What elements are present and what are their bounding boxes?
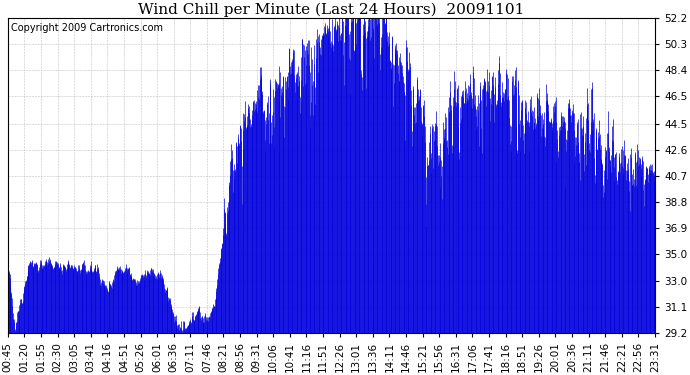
Text: Copyright 2009 Cartronics.com: Copyright 2009 Cartronics.com [11,23,163,33]
Title: Wind Chill per Minute (Last 24 Hours)  20091101: Wind Chill per Minute (Last 24 Hours) 20… [138,3,524,17]
